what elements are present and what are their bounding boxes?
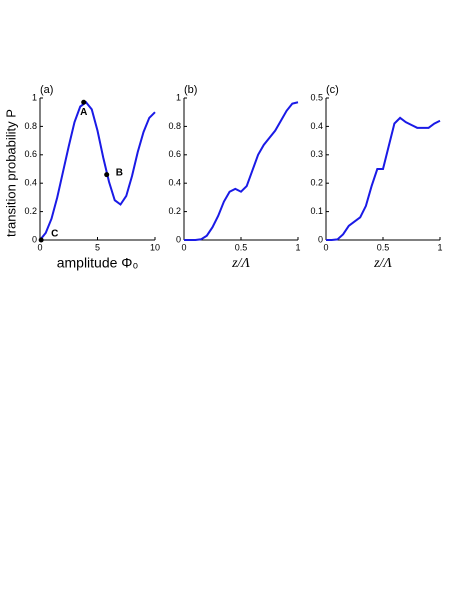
annotation-point (104, 172, 110, 178)
x-tick-label: 0 (181, 242, 186, 252)
annotation-point (81, 99, 87, 105)
panel-label: (c) (326, 84, 339, 96)
y-tick-label: 0 (32, 234, 37, 244)
y-tick-label: 0.5 (310, 92, 323, 102)
y-tick-label: 0 (318, 234, 323, 244)
x-tick-label: 0.5 (377, 242, 390, 252)
x-tick-label: 0.5 (235, 242, 248, 252)
y-tick-label: 0.2 (24, 206, 37, 216)
x-axis-label: z/Λ (231, 256, 250, 271)
x-tick-label: 0 (323, 242, 328, 252)
y-axis-label: transition probability P (3, 109, 18, 237)
data-line (184, 101, 299, 241)
y-tick-label: 0.3 (310, 149, 323, 159)
y-tick-label: 1 (32, 92, 37, 102)
annotation-label: A (80, 107, 87, 118)
x-tick-label: 1 (295, 242, 300, 252)
annotation-label: C (51, 229, 58, 240)
y-tick-label: 0.4 (168, 178, 181, 188)
x-tick-label: 5 (95, 242, 100, 252)
y-tick-label: 1 (176, 92, 181, 102)
data-line (326, 116, 441, 241)
y-tick-label: 0.8 (168, 121, 181, 131)
y-tick-label: 0.8 (24, 121, 37, 131)
y-tick-label: 0.4 (24, 178, 37, 188)
x-tick-label: 0 (37, 242, 42, 252)
y-tick-label: 0.2 (310, 178, 323, 188)
y-tick-label: 0.6 (24, 149, 37, 159)
x-tick-label: 10 (150, 242, 160, 252)
annotation-label: B (116, 167, 123, 178)
x-axis-label: amplitude Φ₀ (57, 255, 139, 271)
x-axis-label: z/Λ (373, 256, 392, 271)
data-line (39, 100, 156, 241)
y-tick-label: 0.6 (168, 149, 181, 159)
panel-label: (a) (40, 84, 53, 96)
y-tick-label: 0 (176, 234, 181, 244)
y-tick-label: 0.2 (168, 206, 181, 216)
panel-label: (b) (184, 84, 197, 96)
annotation-point (38, 237, 44, 243)
y-tick-label: 0.4 (310, 121, 323, 131)
x-tick-label: 1 (437, 242, 442, 252)
y-tick-label: 0.1 (310, 206, 323, 216)
